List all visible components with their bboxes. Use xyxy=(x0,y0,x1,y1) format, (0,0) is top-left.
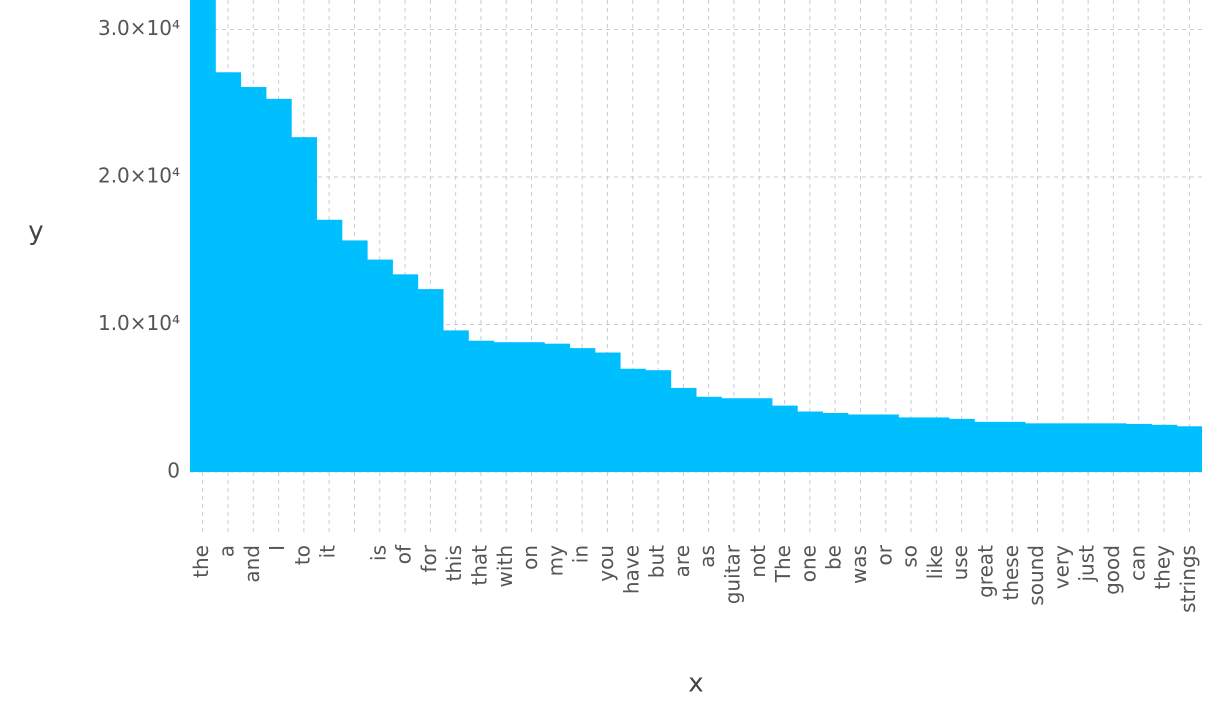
bar xyxy=(215,72,242,472)
x-tick-label: of xyxy=(392,544,416,564)
bar xyxy=(620,368,646,472)
bar xyxy=(265,98,292,472)
x-axis-label: x xyxy=(688,669,703,699)
bar xyxy=(341,240,368,472)
x-tick-label: for xyxy=(417,544,441,572)
x-tick-label: that xyxy=(467,545,491,586)
bar xyxy=(1100,423,1127,472)
x-tick-label: on xyxy=(518,545,542,570)
x-tick-label: be xyxy=(822,545,846,570)
bar xyxy=(468,340,495,472)
bar xyxy=(721,398,748,472)
bar xyxy=(949,418,975,472)
bar xyxy=(822,413,849,472)
bar xyxy=(1126,423,1152,472)
bar xyxy=(923,417,950,472)
y-tick-label: 2.0×10⁴ xyxy=(98,164,180,188)
bar xyxy=(316,219,343,472)
bar xyxy=(645,370,672,472)
x-tick-label: are xyxy=(670,545,694,577)
x-tick-label: the xyxy=(189,545,213,578)
x-tick-label: but xyxy=(645,545,669,578)
bar xyxy=(670,387,697,472)
y-tick-label: 0 xyxy=(167,459,180,483)
x-tick-label: The xyxy=(771,545,795,583)
bar xyxy=(696,396,722,472)
bar xyxy=(392,274,419,472)
bar xyxy=(974,421,1001,472)
x-tick-label: these xyxy=(999,545,1023,601)
x-tick-label: can xyxy=(1125,545,1149,581)
x-tick-label: or xyxy=(872,544,896,565)
bar xyxy=(1176,426,1202,472)
x-tick-label: my xyxy=(543,545,567,576)
x-tick-label: I xyxy=(265,545,289,551)
y-axis-label: y xyxy=(28,217,43,247)
bar xyxy=(544,343,570,472)
x-tick-label: you xyxy=(594,545,618,582)
x-tick-label: great xyxy=(973,545,997,598)
bar xyxy=(999,421,1026,472)
x-tick-label: not xyxy=(746,545,770,578)
x-tick-label: have xyxy=(619,545,643,594)
x-tick-label: as xyxy=(695,545,719,568)
bar xyxy=(898,417,925,472)
x-tick-label: in xyxy=(569,545,593,563)
x-tick-label: to xyxy=(290,545,314,565)
x-tick-label: like xyxy=(923,545,947,579)
y-tick-label: 3.0×10⁴ xyxy=(98,16,180,40)
x-tick-label: this xyxy=(442,545,466,582)
bar xyxy=(1050,423,1076,472)
x-tick-label: was xyxy=(847,545,871,584)
x-tick-label: so xyxy=(898,545,922,568)
bar xyxy=(797,411,823,472)
x-tick-label: they xyxy=(1151,545,1175,590)
x-tick-label: is xyxy=(366,545,390,561)
x-tick-label: it xyxy=(316,545,340,559)
x-tick-label: strings xyxy=(1176,545,1200,613)
x-tick-label: use xyxy=(948,545,972,580)
x-tick-label: and xyxy=(240,545,264,583)
x-tick-label: with xyxy=(493,545,517,587)
bar xyxy=(190,0,216,472)
x-tick-label: very xyxy=(1049,545,1073,589)
x-tick-label: a xyxy=(214,545,238,557)
bar xyxy=(291,137,317,472)
bar xyxy=(417,289,444,472)
bar xyxy=(847,414,874,472)
bar xyxy=(873,414,899,472)
bar xyxy=(1075,423,1102,472)
bar xyxy=(443,330,469,472)
y-tick-label: 1.0×10⁴ xyxy=(98,311,180,335)
x-tick-label: good xyxy=(1100,545,1124,595)
x-tick-label: just xyxy=(1075,545,1099,583)
bar xyxy=(1151,424,1178,472)
bar xyxy=(746,398,773,472)
x-tick-label: sound xyxy=(1024,545,1048,606)
bar xyxy=(569,348,596,472)
bar xyxy=(771,405,798,472)
bar xyxy=(1024,423,1051,472)
x-tick-label: one xyxy=(796,545,820,582)
bar xyxy=(493,342,520,472)
x-tick-label: guitar xyxy=(720,544,744,604)
bar xyxy=(518,342,545,472)
bar xyxy=(367,259,393,472)
bar xyxy=(594,352,621,472)
bars xyxy=(190,0,1202,472)
bar xyxy=(240,87,267,472)
